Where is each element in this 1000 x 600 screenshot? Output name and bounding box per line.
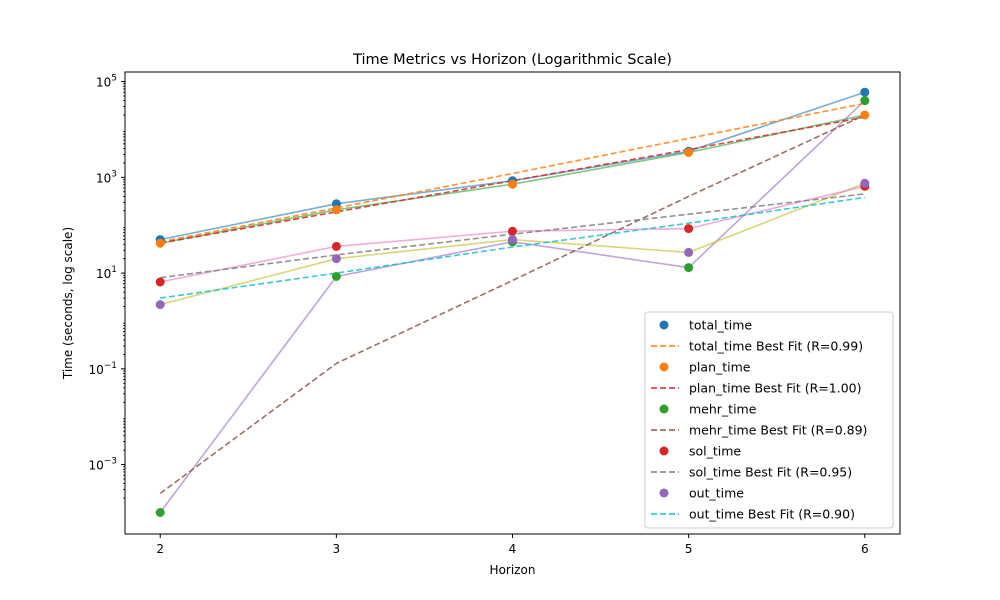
- point-total_time-6: [860, 87, 870, 97]
- point-plan_time-3: [331, 205, 341, 215]
- legend-box: [644, 311, 894, 529]
- data-points: [155, 87, 870, 517]
- fit-line-mehr_time: [159, 114, 866, 495]
- point-out_time-4: [508, 235, 517, 245]
- fit-line-out_time: [160, 196, 865, 299]
- point-mehr_time-6: [860, 96, 870, 106]
- y-tick-label: 101: [96, 265, 117, 281]
- point-out_time-3: [331, 254, 341, 264]
- legend-fit-label-total_time: total_time Best Fit (R=0.99): [689, 339, 863, 354]
- point-out_time-2: [155, 300, 165, 310]
- fit-line-plan_time: [160, 116, 865, 244]
- x-axis-ticks: 2 3 4 5 6: [156, 534, 869, 556]
- point-sol_time-2: [155, 277, 165, 287]
- legend-fit-label-sol_time: sol_time Best Fit (R=0.95): [689, 465, 852, 480]
- point-sol_time-4: [508, 226, 517, 236]
- point-plan_time-6: [860, 110, 870, 120]
- point-plan_time-4: [508, 179, 517, 189]
- legend-fit-label-plan_time: plan_time Best Fit (R=1.00): [689, 381, 861, 396]
- point-plan_time-2: [155, 238, 165, 248]
- point-sol_time-3: [331, 241, 341, 251]
- legend-marker-plan_time: [659, 362, 669, 372]
- y-tick-label: 10−1: [88, 361, 117, 377]
- legend-marker-mehr_time: [659, 404, 669, 414]
- legend-marker-total_time: [659, 320, 669, 330]
- x-tick-label: 6: [861, 542, 869, 556]
- legend-fit-label-out_time: out_time Best Fit (R=0.90): [689, 507, 855, 522]
- legend-marker-out_time: [659, 488, 669, 498]
- legend-label-plan_time: plan_time: [689, 360, 751, 375]
- legend-label-out_time: out_time: [689, 486, 744, 501]
- point-out_time-5: [684, 247, 694, 257]
- point-mehr_time-5: [684, 263, 694, 273]
- point-mehr_time-3: [331, 272, 341, 281]
- chart-title: Time Metrics vs Horizon (Logarithmic Sca…: [352, 52, 672, 68]
- y-tick-label: 105: [96, 74, 117, 90]
- x-tick-label: 2: [156, 542, 164, 556]
- x-tick-label: 3: [333, 542, 341, 556]
- point-plan_time-5: [684, 148, 694, 157]
- x-axis-label: Horizon: [490, 563, 536, 577]
- legend-label-total_time: total_time: [689, 318, 752, 333]
- y-axis-ticks: 10−3 10−1 101 103 105: [88, 74, 125, 499]
- legend-label-sol_time: sol_time: [689, 444, 741, 459]
- y-axis-label: Time (seconds, log scale): [61, 227, 75, 380]
- point-mehr_time-2: [155, 508, 165, 517]
- legend-marker-sol_time: [659, 446, 669, 456]
- legend-label-mehr_time: mehr_time: [689, 402, 757, 417]
- x-tick-label: 4: [509, 542, 517, 556]
- legend: total_time total_time Best Fit (R=0.99) pl…: [644, 311, 894, 529]
- y-tick-label: 10−3: [88, 457, 117, 473]
- fit-line-total_time: [160, 102, 865, 243]
- legend-fit-label-mehr_time: mehr_time Best Fit (R=0.89): [689, 423, 867, 438]
- point-sol_time-5: [684, 224, 694, 234]
- y-tick-label: 103: [96, 169, 117, 185]
- point-out_time-6: [860, 178, 870, 188]
- x-tick-label: 5: [685, 542, 693, 556]
